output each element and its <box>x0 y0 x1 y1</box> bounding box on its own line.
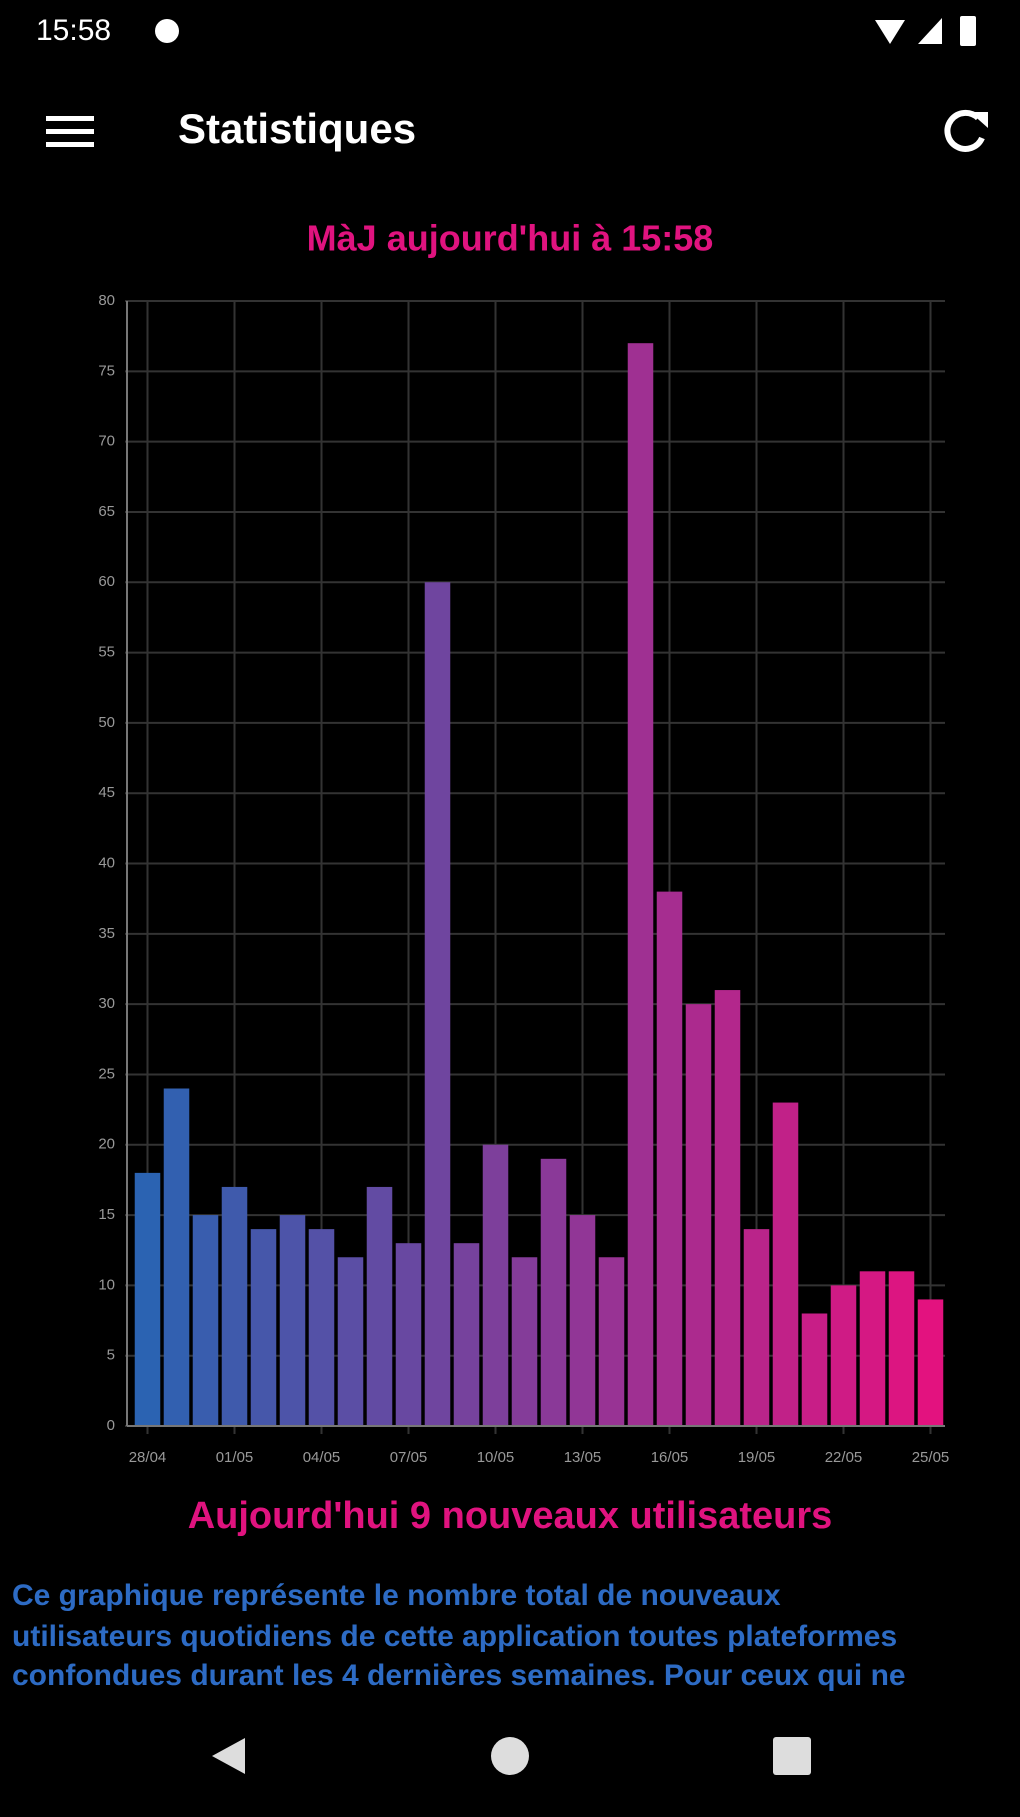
bar <box>163 1088 190 1426</box>
nav-home[interactable] <box>491 1737 529 1775</box>
bar <box>685 1004 712 1426</box>
nav-recents[interactable] <box>773 1737 811 1775</box>
bar <box>714 990 741 1426</box>
bar <box>830 1285 857 1426</box>
bar <box>888 1271 915 1426</box>
y-tick-label: 80 <box>98 292 115 309</box>
x-tick-label: 25/05 <box>912 1449 950 1466</box>
battery-icon <box>960 16 976 46</box>
bar <box>192 1215 219 1426</box>
nav-back[interactable] <box>212 1738 245 1774</box>
y-tick-label: 5 <box>107 1347 115 1364</box>
bar <box>656 891 683 1426</box>
refresh-button[interactable] <box>944 109 988 152</box>
x-tick-label: 04/05 <box>303 1449 341 1466</box>
x-tick-label: 13/05 <box>564 1449 602 1466</box>
x-tick-label: 28/04 <box>129 1449 167 1466</box>
settings-icon <box>155 19 179 43</box>
bar <box>598 1257 625 1426</box>
bar <box>221 1186 248 1426</box>
bar <box>772 1102 799 1426</box>
bar <box>743 1229 770 1426</box>
bar <box>279 1215 306 1426</box>
bar <box>569 1215 596 1426</box>
y-tick-label: 15 <box>98 1206 115 1223</box>
x-tick-label: 07/05 <box>390 1449 428 1466</box>
description-line: Ce graphique représente le nombre total … <box>12 1579 781 1612</box>
wifi-icon <box>875 20 905 44</box>
y-tick-label: 40 <box>98 854 115 871</box>
y-tick-label: 20 <box>98 1136 115 1153</box>
bar <box>308 1229 335 1426</box>
status-time: 15:58 <box>36 14 111 47</box>
bar <box>801 1313 828 1426</box>
bar <box>337 1257 364 1426</box>
y-tick-label: 50 <box>98 714 115 731</box>
bar <box>511 1257 538 1426</box>
y-tick-label: 75 <box>98 362 115 379</box>
app-title: Statistiques <box>178 105 416 152</box>
bar <box>366 1186 393 1426</box>
y-tick-label: 10 <box>98 1276 115 1293</box>
y-tick-label: 45 <box>98 784 115 801</box>
y-tick-label: 25 <box>98 1065 115 1082</box>
x-tick-label: 16/05 <box>651 1449 689 1466</box>
chart-subtitle: MàJ aujourd'hui à 15:58 <box>307 218 714 259</box>
bar <box>134 1172 161 1426</box>
x-tick-label: 01/05 <box>216 1449 254 1466</box>
menu-button[interactable] <box>46 116 94 147</box>
x-tick-label: 19/05 <box>738 1449 776 1466</box>
bar <box>250 1229 277 1426</box>
chart: 0 5 10 15 20 25 30 35 40 45 50 55 60 65 70 75 80 28/04 01/… <box>98 292 949 1466</box>
y-tick-label: 60 <box>98 573 115 590</box>
bar <box>859 1271 886 1426</box>
x-tick-label: 10/05 <box>477 1449 515 1466</box>
description-line: confondues durant les 4 dernières semain… <box>12 1659 906 1692</box>
description-line: utilisateurs quotidiens de cette applica… <box>12 1620 897 1653</box>
bar <box>482 1144 509 1426</box>
y-tick-label: 70 <box>98 433 115 450</box>
bar <box>917 1299 944 1426</box>
bar <box>627 343 654 1426</box>
y-tick-label: 30 <box>98 995 115 1012</box>
bar <box>395 1243 422 1426</box>
bar <box>453 1243 480 1426</box>
bar <box>424 582 451 1426</box>
y-tick-label: 55 <box>98 644 115 661</box>
x-tick-label: 22/05 <box>825 1449 863 1466</box>
bar <box>540 1158 567 1426</box>
signal-icon <box>918 18 942 44</box>
summary: Aujourd'hui 9 nouveaux utilisateurs <box>188 1495 833 1537</box>
y-tick-label: 65 <box>98 503 115 520</box>
y-tick-label: 0 <box>107 1417 115 1434</box>
y-tick-label: 35 <box>98 925 115 942</box>
